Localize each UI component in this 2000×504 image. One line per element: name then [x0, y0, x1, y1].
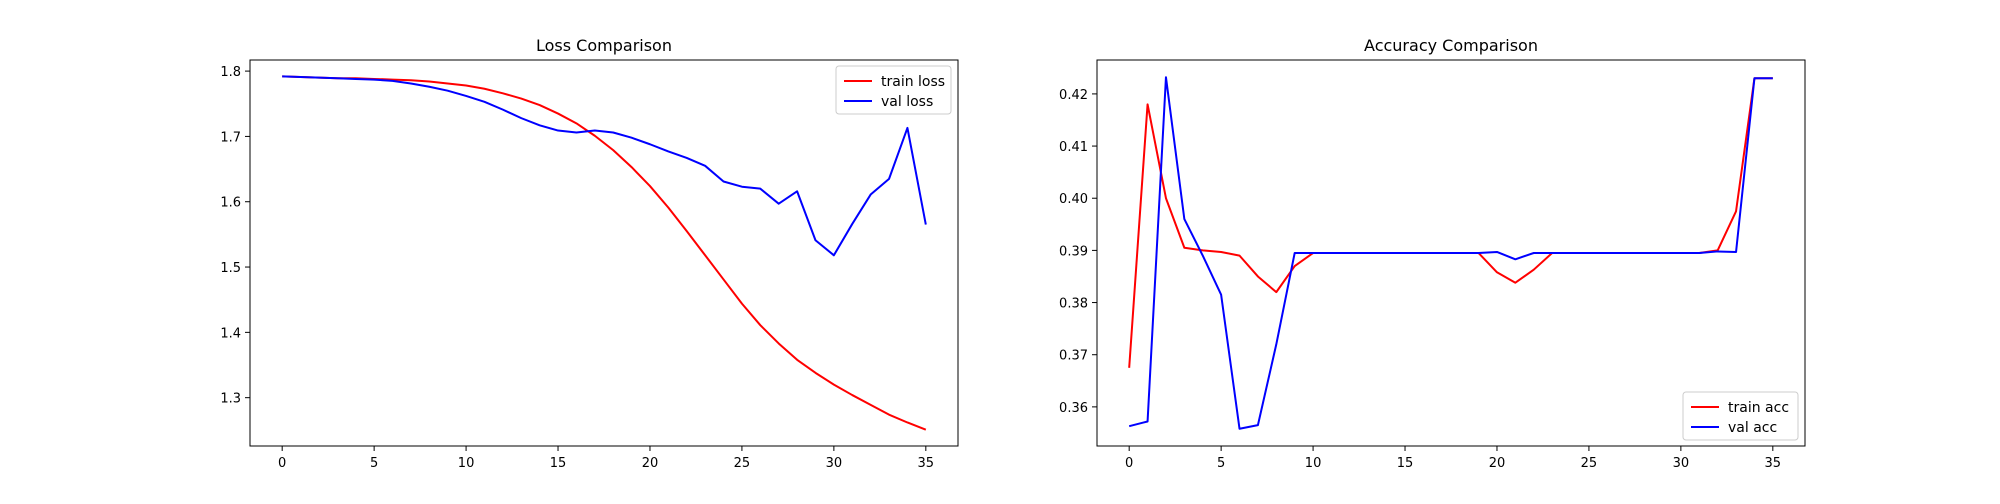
legend: train acc val acc — [1682, 391, 1799, 441]
y-tick-label: 1.7 — [220, 130, 241, 145]
x-tick-label: 15 — [550, 456, 567, 471]
x-tick-label: 20 — [1489, 456, 1506, 471]
x-tick-label: 0 — [1125, 456, 1133, 471]
x-tick-label: 5 — [1217, 456, 1225, 471]
legend-label: train acc — [1728, 400, 1789, 416]
y-tick-label: 0.36 — [1059, 401, 1088, 416]
x-tick-label: 10 — [458, 456, 475, 471]
chart-panel-1: Loss Comparison 0 5 10 15 20 25 30 35 1.3 1.4 1.5 1.… — [220, 36, 959, 471]
plot-frame — [249, 59, 959, 447]
legend: train loss val loss — [835, 65, 952, 115]
y-tick-label: 0.39 — [1059, 244, 1088, 259]
x-tick-label: 25 — [734, 456, 751, 471]
series-line-train-loss — [282, 75, 927, 431]
y-tick-label: 0.38 — [1059, 297, 1088, 312]
y-tick-label: 1.6 — [220, 196, 241, 211]
x-tick-label: 5 — [370, 456, 378, 471]
x-tick-label: 15 — [1397, 456, 1414, 471]
chart-panel-2: Accuracy Comparison 0 5 10 15 20 25 30 35 0.36 0.3… — [1059, 36, 1806, 471]
y-tick-label: 0.42 — [1059, 88, 1088, 103]
x-tick-label: 30 — [826, 456, 843, 471]
y-tick-label: 1.3 — [220, 392, 241, 407]
plot-frame — [1096, 59, 1806, 447]
y-tick-label: 1.4 — [220, 326, 241, 341]
series-line-val-loss — [282, 75, 927, 257]
x-tick-label: 0 — [278, 456, 286, 471]
y-tick-label: 0.37 — [1059, 349, 1088, 364]
y-tick-label: 0.40 — [1059, 192, 1088, 207]
chart-title: Loss Comparison — [536, 36, 672, 55]
x-tick-label: 10 — [1305, 456, 1322, 471]
y-tick-label: 1.8 — [220, 65, 241, 80]
series-line-val-acc — [1128, 76, 1773, 430]
x-tick-label: 20 — [642, 456, 659, 471]
y-tick-label: 0.41 — [1059, 140, 1088, 155]
x-tick-label: 35 — [1765, 456, 1782, 471]
y-tick-label: 1.5 — [220, 261, 241, 276]
legend-label: val acc — [1728, 420, 1777, 436]
x-tick-label: 35 — [918, 456, 935, 471]
legend-label: val loss — [881, 94, 933, 110]
x-tick-label: 25 — [1581, 456, 1598, 471]
chart-title: Accuracy Comparison — [1364, 36, 1538, 55]
x-tick-label: 30 — [1673, 456, 1690, 471]
legend-label: train loss — [881, 74, 945, 90]
